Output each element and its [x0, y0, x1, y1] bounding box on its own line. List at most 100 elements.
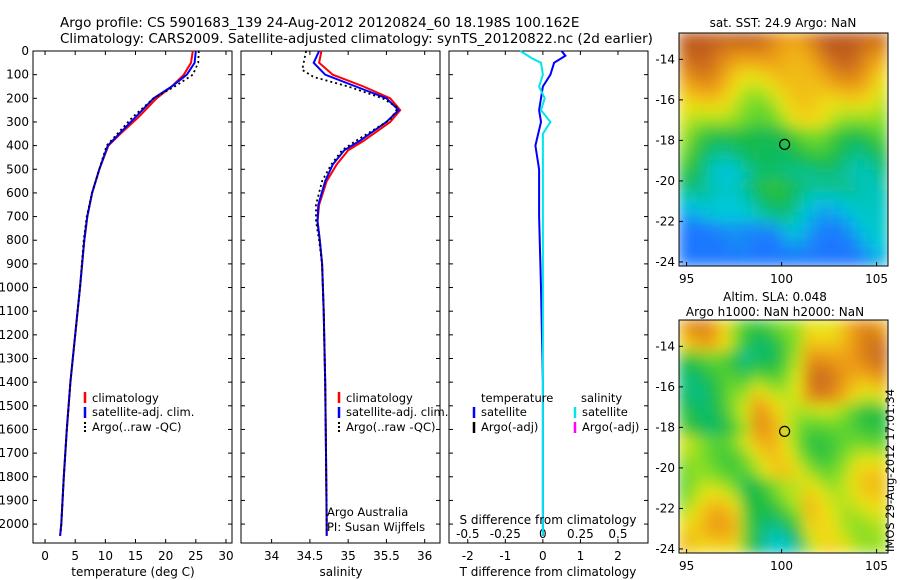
map-cell	[740, 53, 754, 66]
map-cell	[782, 477, 795, 491]
map-cell	[719, 95, 733, 109]
map-cell	[876, 74, 888, 87]
imos-stamp: IMOS 29-Aug-2012 17:01:34	[883, 389, 897, 552]
map-cell	[772, 116, 785, 130]
map-cell	[866, 530, 879, 544]
x-tick-label: 15	[128, 549, 143, 563]
map-cell	[679, 127, 691, 140]
map-cell	[845, 477, 858, 491]
map-cell	[845, 467, 858, 480]
map-cell	[751, 393, 764, 406]
map-cell	[751, 329, 764, 343]
map-cell	[876, 320, 888, 332]
map-cell	[761, 477, 774, 491]
map-cell	[761, 372, 774, 385]
map-cell	[845, 499, 858, 512]
map-cell	[719, 320, 733, 332]
map-cell	[679, 393, 691, 406]
map-cell	[730, 85, 743, 98]
map-cell	[761, 393, 774, 406]
map-cell	[813, 520, 827, 533]
map-cell	[698, 169, 712, 183]
y-tick-label: 1000	[0, 281, 29, 295]
map-cell	[772, 148, 785, 162]
map-cell	[824, 222, 837, 236]
map-cell	[679, 95, 691, 109]
map-cell	[688, 85, 701, 98]
map-cell	[803, 329, 816, 343]
map-cell	[824, 33, 837, 45]
annotation-pi: PI: Susan Wijffels	[327, 520, 425, 534]
map-cell	[698, 233, 712, 246]
map-cell	[793, 95, 806, 109]
map-cell	[803, 509, 816, 523]
series-line	[316, 50, 402, 536]
map-cell	[876, 127, 888, 140]
map-cell	[688, 95, 701, 109]
map-cell	[709, 456, 722, 470]
map-cell	[761, 116, 774, 130]
map-cell	[740, 190, 754, 204]
map-cell	[772, 180, 785, 193]
map-cell	[793, 127, 806, 140]
map-cell	[834, 169, 848, 183]
map-cell	[730, 243, 743, 257]
map-cell	[845, 520, 858, 533]
map-cell	[866, 233, 879, 246]
map-cell	[803, 382, 816, 396]
map-cell	[730, 424, 743, 438]
map-y-tick-label: -24	[655, 542, 675, 556]
map-cell	[824, 477, 837, 491]
map-cell	[866, 127, 879, 140]
s-tick-label: 0.25	[567, 527, 594, 541]
map-cell	[730, 499, 743, 512]
map-cell	[803, 180, 816, 193]
map-cell	[679, 520, 691, 533]
legend-label-satellite: satellite-adj. clim.	[92, 405, 194, 419]
map-cell	[740, 520, 754, 533]
map-cell	[719, 424, 733, 438]
map-cell	[782, 541, 795, 553]
map-cell	[730, 42, 743, 56]
map-cell	[740, 320, 754, 332]
map-cell	[855, 137, 868, 151]
map-cell	[688, 127, 701, 140]
map-cell	[824, 530, 837, 544]
map-cell	[719, 212, 733, 225]
map-cell	[845, 42, 858, 56]
map-cell	[688, 372, 701, 385]
map-cell	[824, 116, 837, 130]
map-cell	[698, 159, 712, 172]
x-tick-label: 35.5	[373, 549, 400, 563]
map-cell	[855, 180, 868, 193]
map-cell	[866, 424, 879, 438]
map-cell	[834, 137, 848, 151]
map-cell	[730, 530, 743, 544]
map-cell	[761, 414, 774, 427]
map-cell	[679, 233, 691, 246]
map-cell	[772, 169, 785, 183]
map-cell	[876, 488, 888, 502]
map-cell	[740, 424, 754, 438]
map-cell	[855, 509, 868, 523]
map-cell	[793, 212, 806, 225]
map-cell	[834, 424, 848, 438]
map-cell	[876, 446, 888, 459]
map-cell	[824, 520, 837, 533]
map-cell	[730, 63, 743, 77]
map-cell	[793, 148, 806, 162]
map-cell	[855, 33, 868, 45]
map-cell	[855, 190, 868, 204]
map-cell	[761, 233, 774, 246]
map-cell	[813, 372, 827, 385]
map-cell	[730, 456, 743, 470]
map-cell	[782, 393, 795, 406]
map-cell	[834, 340, 848, 353]
map-cell	[730, 254, 743, 266]
map-cell	[813, 63, 827, 77]
map-cell	[813, 116, 827, 130]
map-cell	[782, 106, 795, 119]
map-cell	[761, 520, 774, 533]
map-cell	[761, 74, 774, 87]
map-cell	[730, 403, 743, 417]
